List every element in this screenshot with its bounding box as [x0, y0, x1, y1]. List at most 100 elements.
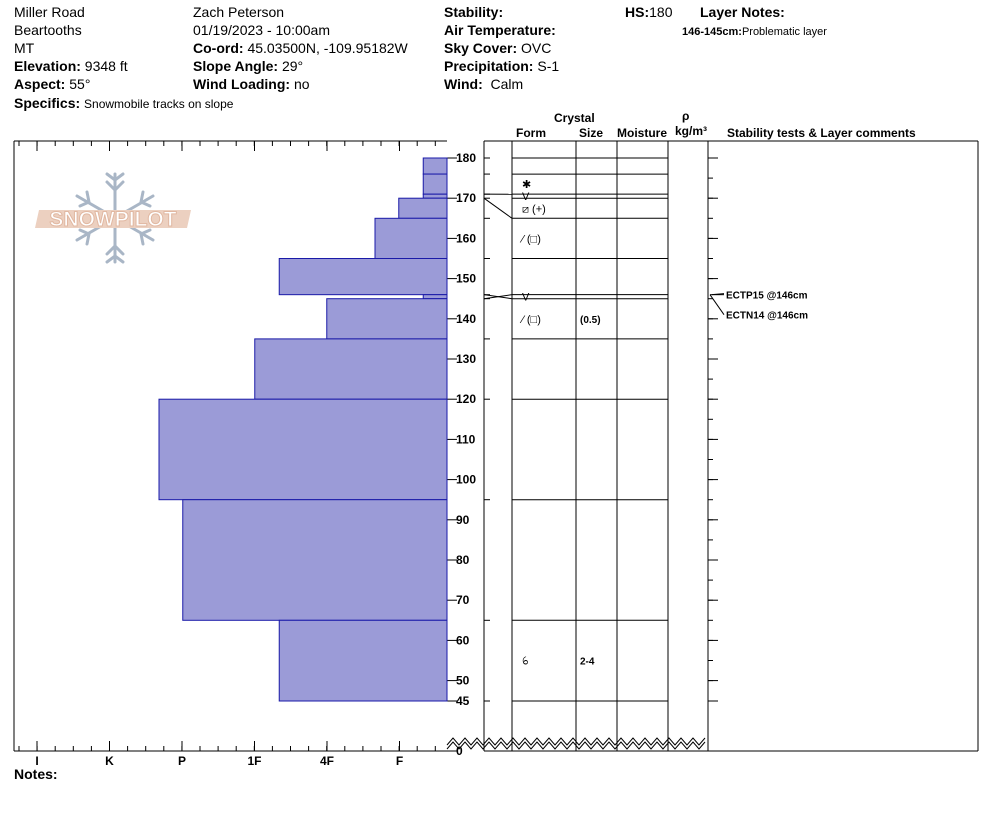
- layer-notes-label: Layer Notes:: [700, 4, 785, 20]
- stability-label: Stability:: [444, 4, 504, 20]
- elevation-value: 9348 ft: [84, 58, 128, 74]
- hardness-bar: [158, 398, 448, 501]
- coord-value: 45.03500N, -109.95182W: [247, 40, 408, 56]
- col-form: Form: [516, 126, 546, 140]
- layer-connector: [483, 197, 513, 219]
- slope-value: 29°: [281, 58, 304, 74]
- wind-loading-value: no: [293, 76, 310, 92]
- hardness-bar: [398, 197, 448, 219]
- layer-connector: [483, 294, 513, 300]
- snowpilot-logo: SNOWPILOT: [35, 172, 191, 264]
- hardness-bar: [422, 157, 448, 175]
- precipitation: Precipitation: S-1: [444, 58, 559, 74]
- layer-note-range: 146-145cm:: [682, 26, 742, 38]
- sky-label: Sky Cover:: [444, 40, 518, 56]
- elevation-label: Elevation:: [14, 58, 81, 74]
- y-tick-label: 120: [456, 392, 476, 406]
- hardness-bar: [278, 619, 448, 702]
- wind-label: Wind:: [444, 76, 483, 92]
- coord-label: Co-ord:: [193, 40, 244, 56]
- y-tick-label: 170: [456, 191, 476, 205]
- specifics: Specifics: Snowmobile tracks on slope: [14, 95, 233, 112]
- wind: Wind: Calm: [444, 76, 523, 92]
- col-crystal: Crystal: [554, 111, 595, 125]
- x-tick-label: 1F: [247, 754, 261, 768]
- crystal-form: V: [522, 292, 530, 304]
- specifics-label: Specifics:: [14, 95, 81, 111]
- notes-label: Notes:: [14, 766, 58, 782]
- col-density-unit: kg/m³: [675, 124, 708, 138]
- x-tick-label: I: [35, 754, 38, 768]
- crystal-size: (0.5): [580, 315, 601, 326]
- logo-text: SNOWPILOT: [49, 208, 176, 231]
- range: Beartooths: [14, 22, 82, 38]
- specifics-value: Snowmobile tracks on slope: [84, 97, 234, 111]
- hardness-bar: [422, 193, 448, 199]
- y-tick-label: 180: [456, 151, 476, 165]
- y-tick-label: 140: [456, 312, 476, 326]
- precip-value: S-1: [537, 58, 560, 74]
- hardness-bar: [254, 338, 448, 400]
- y-tick-label: 150: [456, 272, 476, 286]
- elevation: Elevation: 9348 ft: [14, 58, 128, 74]
- crystal-form: V: [522, 191, 530, 203]
- precip-label: Precipitation:: [444, 58, 534, 74]
- hardness-bar: [422, 294, 448, 300]
- x-tick-label: F: [396, 754, 403, 768]
- sky-value: OVC: [521, 40, 552, 56]
- layer-note-text: Problematic layer: [741, 26, 827, 38]
- wind-loading: Wind Loading: no: [193, 76, 310, 92]
- axis-break: [446, 737, 706, 746]
- crystal-form: ⁄ (□): [519, 233, 541, 245]
- y-tick-label: 45: [456, 694, 470, 708]
- coordinates: Co-ord: 45.03500N, -109.95182W: [193, 40, 408, 56]
- axis-break: [446, 741, 706, 750]
- aspect: Aspect: 55°: [14, 76, 90, 92]
- air-temp-label: Air Temperature:: [444, 22, 556, 38]
- y-tick-label: 160: [456, 231, 476, 245]
- wind-loading-label: Wind Loading:: [193, 76, 291, 92]
- wind-value: Calm: [490, 76, 524, 92]
- y-tick-label: 0: [456, 744, 463, 758]
- crystal-form: ⧄ (+): [522, 203, 546, 215]
- aspect-label: Aspect:: [14, 76, 66, 92]
- y-tick-label: 60: [456, 633, 470, 647]
- hardness-bar: [326, 298, 448, 340]
- hardness-bar: [182, 499, 448, 621]
- location: Miller Road: [14, 4, 85, 20]
- stability-test: ECTP15 @146cm: [726, 291, 808, 302]
- layer-note: 146-145cm:Problematic layer: [682, 24, 827, 40]
- crystal-form: ꕃ: [522, 656, 529, 668]
- y-tick-label: 80: [456, 553, 470, 567]
- sky-cover: Sky Cover: OVC: [444, 40, 551, 56]
- hardness-bar: [422, 173, 448, 195]
- hardness-bar: [278, 258, 448, 296]
- hardness-bar: [374, 217, 448, 260]
- y-tick-label: 130: [456, 352, 476, 366]
- y-tick-label: 110: [456, 432, 476, 446]
- stability-test: ECTN14 @146cm: [726, 311, 808, 322]
- hs-value: 180: [649, 4, 673, 20]
- observer: Zach Peterson: [193, 4, 285, 20]
- x-tick-label: P: [178, 754, 186, 768]
- col-size: Size: [579, 126, 604, 140]
- state: MT: [14, 40, 35, 56]
- col-stability: Stability tests & Layer comments: [727, 126, 916, 140]
- crystal-form: ⁄ (□): [519, 314, 541, 326]
- y-tick-label: 70: [456, 593, 470, 607]
- crystal-size: 2-4: [580, 657, 595, 668]
- slope-label: Slope Angle:: [193, 58, 279, 74]
- y-tick-label: 90: [456, 513, 470, 527]
- hs-label: HS:: [625, 4, 650, 20]
- datetime: 01/19/2023 - 10:00am: [193, 22, 330, 38]
- crystal-form: ✱: [522, 179, 531, 191]
- y-tick-label: 50: [456, 674, 470, 688]
- col-rho: ρ: [682, 109, 690, 123]
- x-tick-label: 4F: [320, 754, 334, 768]
- col-moisture: Moisture: [617, 126, 668, 140]
- test-leader: [709, 294, 725, 315]
- slope-angle: Slope Angle: 29°: [193, 58, 303, 74]
- x-tick-label: K: [105, 754, 114, 768]
- hs: HS:180: [625, 4, 672, 20]
